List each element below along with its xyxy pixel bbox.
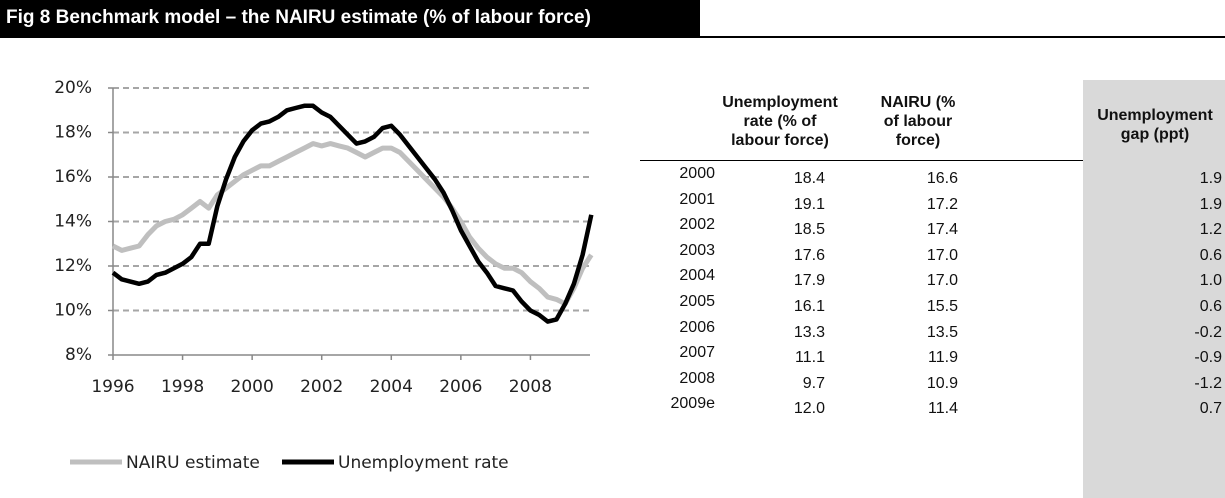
legend-label: NAIRU estimate <box>126 453 260 473</box>
row-label: 2003 <box>679 241 715 259</box>
x-tick-label: 2008 <box>509 377 552 397</box>
y-tick-label: 16% <box>54 167 92 187</box>
y-tick-label: 12% <box>54 256 92 276</box>
row-label: 2000 <box>679 165 715 182</box>
table-cell: 10.9 <box>926 374 958 392</box>
table-cell: 16.1 <box>793 298 825 315</box>
table-cell: 11.9 <box>928 349 958 367</box>
table-cell: 11.1 <box>795 349 825 367</box>
table-cell: 0.7 <box>1199 400 1222 418</box>
table-cell: 1.0 <box>1199 272 1222 290</box>
series-line <box>111 141 594 307</box>
x-tick-label: 1998 <box>161 377 204 397</box>
header-rule <box>640 160 1083 161</box>
legend-label: Unemployment rate <box>338 453 509 473</box>
row-label: 2005 <box>679 293 715 310</box>
row-label: 2009e <box>670 395 716 413</box>
table-cell: 18.5 <box>793 221 825 239</box>
gap-column-background <box>1083 80 1225 498</box>
table-cell: -1.2 <box>1194 374 1222 392</box>
table-cell: 13.3 <box>793 323 825 341</box>
table-cell: 15.5 <box>926 298 958 315</box>
table-cell: 17.6 <box>793 246 825 264</box>
table-cell: -0.2 <box>1194 323 1222 341</box>
table-cell: -0.9 <box>1194 349 1222 367</box>
table-cell: 17.4 <box>926 221 958 239</box>
table-cell: 9.7 <box>802 374 825 392</box>
table-header: Unemployment gap (ppt) <box>1097 107 1213 143</box>
table-cell: 1.9 <box>1199 195 1222 213</box>
table-cell: 17.9 <box>793 272 825 290</box>
table-cell: 0.6 <box>1199 298 1222 315</box>
x-tick-label: 2006 <box>439 377 482 397</box>
row-label: 2004 <box>679 267 715 285</box>
table-cell: 1.2 <box>1199 221 1222 239</box>
x-tick-label: 1996 <box>91 377 134 397</box>
table-cell: 19.1 <box>793 195 825 213</box>
y-tick-label: 18% <box>54 123 92 143</box>
title-rule <box>0 36 1225 38</box>
table-cell: 17.0 <box>926 272 958 290</box>
series-line <box>111 103 594 324</box>
table-cell: 17.0 <box>926 246 958 264</box>
table-cell: 18.4 <box>793 170 825 187</box>
figure-title: Fig 8 Benchmark model – the NAIRU estima… <box>0 0 700 36</box>
table-cell: 17.2 <box>926 195 958 213</box>
x-tick-label: 2000 <box>231 377 274 397</box>
table-header: NAIRU (% of labour force) <box>880 94 956 149</box>
table-cell: 16.6 <box>926 170 958 187</box>
row-label: 2001 <box>679 190 715 208</box>
table-cell: 1.9 <box>1199 170 1222 187</box>
row-label: 2007 <box>679 344 715 362</box>
table-cell: 12.0 <box>793 400 825 418</box>
y-tick-label: 8% <box>65 345 92 365</box>
y-tick-label: 20% <box>54 78 92 98</box>
table-cell: 13.5 <box>926 323 958 341</box>
y-tick-label: 10% <box>54 301 92 321</box>
row-label: 2002 <box>679 216 715 234</box>
x-tick-label: 2004 <box>370 377 413 397</box>
table-cell: 0.6 <box>1199 246 1222 264</box>
row-label: 2008 <box>679 369 715 387</box>
chart: 8% 10% 12% 14% 16% 18% 20% 1996 1998 2000 2002 2004… <box>54 78 594 473</box>
y-tick-label: 14% <box>54 212 92 232</box>
x-tick-label: 2002 <box>300 377 343 397</box>
row-label: 2006 <box>679 318 715 336</box>
table-header: Unemployment rate (% of labour force) <box>722 94 838 149</box>
table-cell: 11.4 <box>928 400 958 418</box>
